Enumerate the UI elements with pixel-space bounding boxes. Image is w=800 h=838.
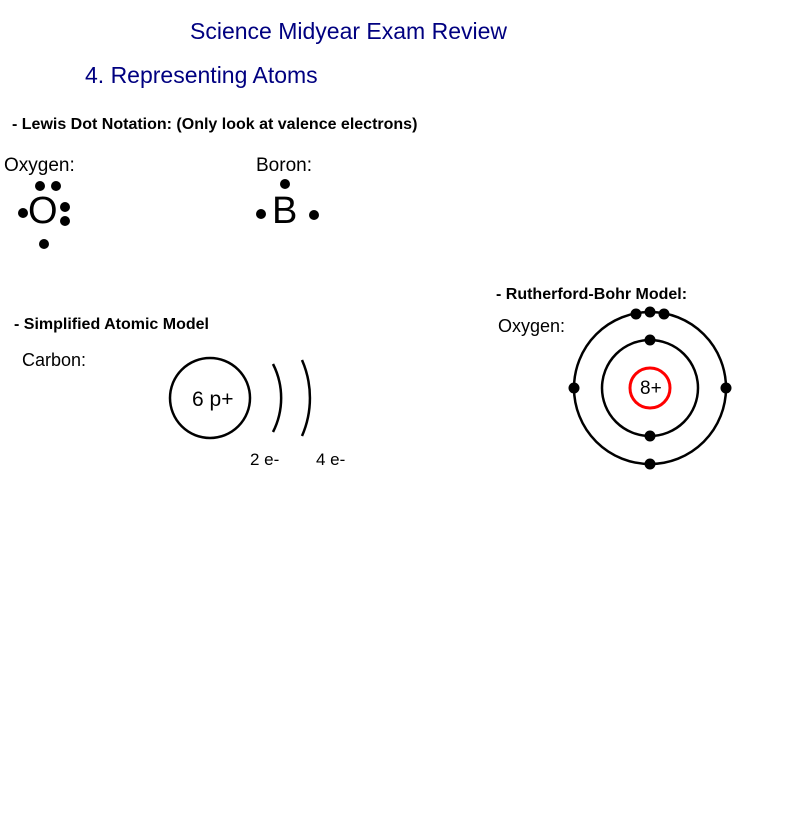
shell2-label: 4 e- (316, 450, 345, 470)
boron-symbol: B (272, 190, 297, 233)
oxygen-symbol: O (28, 190, 58, 233)
bohr-heading: - Rutherford-Bohr Model: (496, 286, 687, 304)
bohr-center-label: 8+ (640, 378, 662, 400)
oxygen-label: Oxygen: (4, 155, 75, 177)
shell1-label: 2 e- (250, 450, 279, 470)
lewis-heading: - Lewis Dot Notation: (Only look at vale… (12, 116, 417, 134)
nucleus-label: 6 p+ (192, 388, 233, 412)
simplified-heading: - Simplified Atomic Model (14, 316, 209, 334)
page-title: Science Midyear Exam Review (190, 18, 507, 45)
boron-label: Boron: (256, 155, 312, 177)
carbon-label: Carbon: (22, 350, 86, 371)
section-heading: 4. Representing Atoms (85, 62, 318, 89)
bohr-oxygen-label: Oxygen: (498, 316, 565, 337)
